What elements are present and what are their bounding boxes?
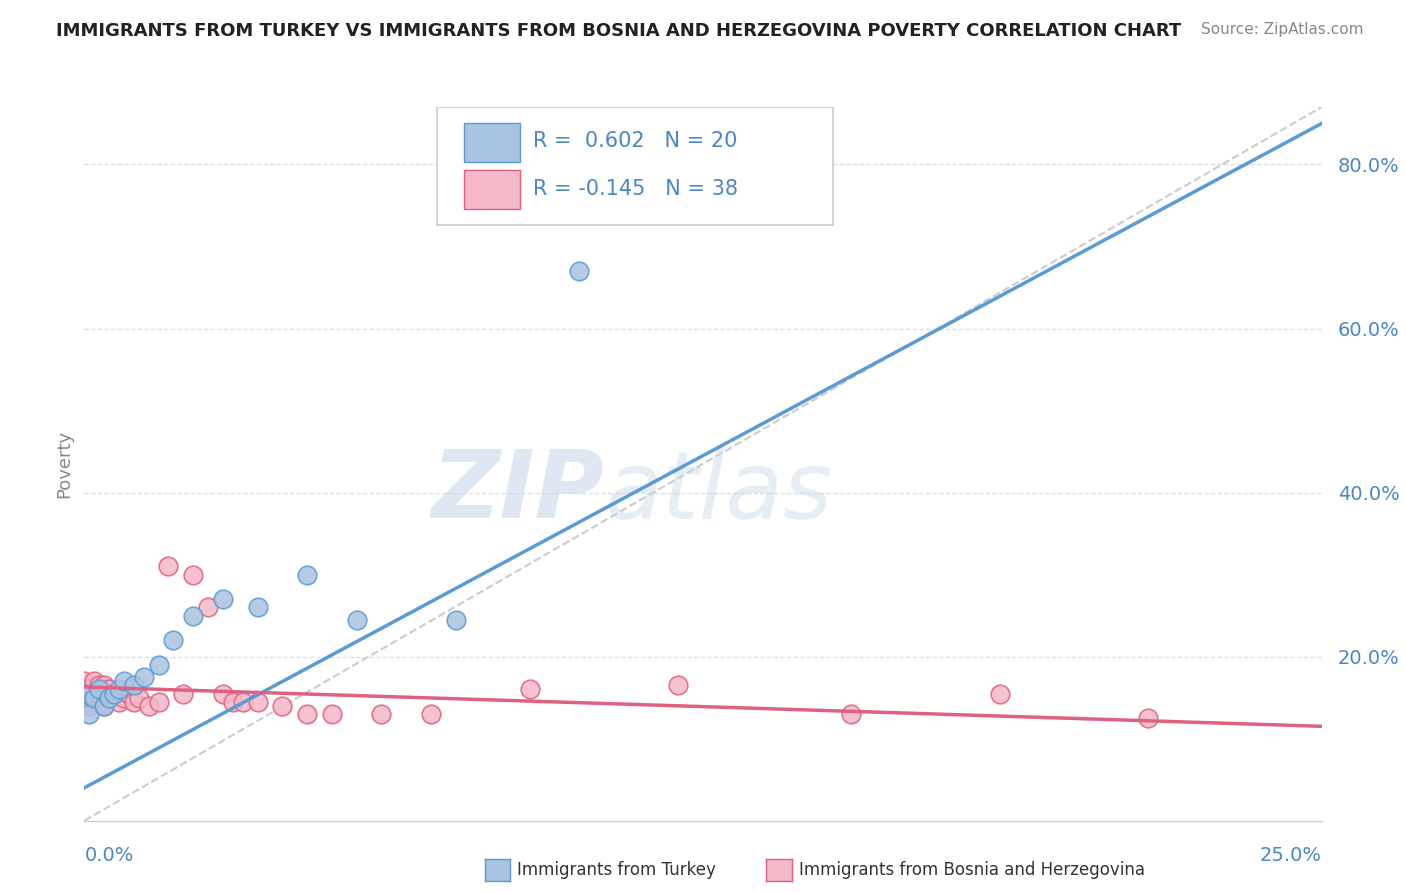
Point <box>103 686 125 700</box>
Text: Source: ZipAtlas.com: Source: ZipAtlas.com <box>1201 22 1364 37</box>
Text: 0.0%: 0.0% <box>84 846 134 864</box>
Point <box>93 678 115 692</box>
Point <box>181 608 204 623</box>
Point <box>132 670 155 684</box>
Point <box>98 690 121 705</box>
Point <box>321 706 343 721</box>
Point <box>370 706 392 721</box>
Point <box>222 695 245 709</box>
Point <box>93 698 115 713</box>
Text: IMMIGRANTS FROM TURKEY VS IMMIGRANTS FROM BOSNIA AND HERZEGOVINA POVERTY CORRELA: IMMIGRANTS FROM TURKEY VS IMMIGRANTS FRO… <box>56 22 1181 40</box>
Point <box>419 706 441 721</box>
Point <box>79 682 101 697</box>
Point <box>162 633 184 648</box>
Point <box>1137 711 1160 725</box>
Point <box>89 682 111 697</box>
Point <box>83 674 105 689</box>
Point <box>519 682 541 697</box>
Text: Immigrants from Turkey: Immigrants from Turkey <box>517 861 716 879</box>
Point <box>212 686 235 700</box>
Text: 25.0%: 25.0% <box>1260 846 1322 864</box>
Point <box>103 686 125 700</box>
Point <box>73 674 96 689</box>
Point <box>172 686 194 700</box>
Point <box>666 678 689 692</box>
Point <box>122 695 145 709</box>
Point <box>988 686 1011 700</box>
Point <box>89 686 111 700</box>
Text: ZIP: ZIP <box>432 446 605 539</box>
Point <box>98 682 121 697</box>
Point <box>83 690 105 705</box>
Point <box>118 686 141 700</box>
Point <box>73 686 96 700</box>
Point <box>148 657 170 672</box>
Text: R =  0.602   N = 20: R = 0.602 N = 20 <box>533 131 738 152</box>
Point <box>197 600 219 615</box>
Point <box>295 706 318 721</box>
Point <box>181 567 204 582</box>
Point <box>79 706 101 721</box>
Y-axis label: Poverty: Poverty <box>55 430 73 498</box>
Point <box>271 698 294 713</box>
Point <box>79 698 101 713</box>
Point <box>841 706 863 721</box>
FancyBboxPatch shape <box>464 123 520 162</box>
Point <box>89 678 111 692</box>
Point <box>246 600 269 615</box>
Point <box>444 613 467 627</box>
Point <box>83 690 105 705</box>
Text: atlas: atlas <box>605 447 832 538</box>
Point <box>108 695 131 709</box>
Text: Immigrants from Bosnia and Herzegovina: Immigrants from Bosnia and Herzegovina <box>799 861 1144 879</box>
Point <box>232 695 254 709</box>
Text: R = -0.145   N = 38: R = -0.145 N = 38 <box>533 179 738 199</box>
Point <box>93 698 115 713</box>
FancyBboxPatch shape <box>464 169 520 209</box>
Point <box>112 690 135 705</box>
Point <box>128 690 150 705</box>
Point <box>295 567 318 582</box>
Point <box>346 613 368 627</box>
Point <box>246 695 269 709</box>
Point <box>112 674 135 689</box>
Point <box>98 686 121 700</box>
Point <box>157 559 180 574</box>
Point <box>73 686 96 700</box>
Point <box>212 592 235 607</box>
Point <box>568 264 591 278</box>
Point <box>148 695 170 709</box>
FancyBboxPatch shape <box>437 107 832 225</box>
Point <box>108 682 131 697</box>
Point <box>122 678 145 692</box>
Point <box>138 698 160 713</box>
